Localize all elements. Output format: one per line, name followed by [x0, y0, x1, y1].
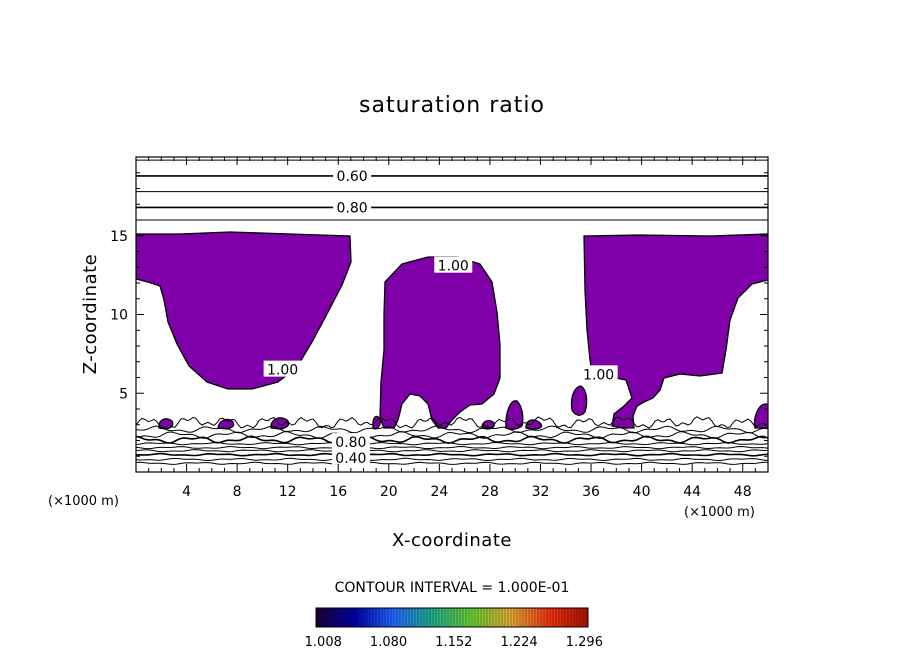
x-tick-label-8: 8: [233, 484, 242, 500]
x-tick-label-32: 32: [532, 484, 550, 500]
x-tick-label-48: 48: [734, 484, 752, 500]
colorbar-stripes: [318, 608, 587, 627]
colorbar-tick-label-1: 1.080: [370, 635, 407, 650]
colorbar: [315, 607, 589, 628]
y-tick-label-15: 15: [110, 229, 128, 245]
region-right: [583, 233, 768, 429]
lower-contour-6: [136, 452, 768, 457]
x-tick-label-44: 44: [683, 484, 701, 500]
contour-label-bg-3: [263, 360, 302, 377]
contour-lines: [136, 159, 768, 465]
x-unit-right: (×1000 m): [684, 505, 755, 520]
blob-8: [570, 385, 588, 416]
contour-label-bg-4: [579, 365, 618, 382]
blob-1: [158, 418, 174, 430]
region-left: [136, 231, 352, 390]
x-tick-label-40: 40: [633, 484, 651, 500]
contour-label-0: 0.60: [337, 169, 368, 185]
x-axis-ticks: 4 8 12 16 20 24 28 32 36 40 44 48: [135, 157, 769, 500]
noisy-contour: [136, 416, 767, 429]
colorbar-tick-label-4: 1.296: [566, 635, 603, 650]
contour-label-2: 1.00: [438, 259, 469, 275]
contour-label-bg-6: [331, 448, 370, 465]
x-tick-label-12: 12: [279, 484, 297, 500]
colorbar-tick-label-0: 1.008: [305, 635, 342, 650]
contour-labels: 0.600.801.001.00 1.000.800.40: [263, 166, 618, 467]
blob-2: [217, 418, 235, 430]
lower-contour-2: [136, 435, 768, 445]
y-axis-ticks: 5 10 15: [110, 156, 768, 473]
lower-contour-8: [136, 461, 768, 465]
lower-contour-1: [136, 431, 768, 440]
x-unit-left: (×1000 m): [48, 494, 119, 509]
lower-contour-0: [136, 425, 768, 434]
supersaturated-regions: [136, 231, 768, 430]
y-axis-title: Z-coordinate: [80, 254, 101, 375]
lower-contour-7: [136, 457, 768, 462]
x-tick-label-24: 24: [430, 484, 448, 500]
colorbar-tick-label-3: 1.224: [500, 635, 537, 650]
blob-4: [372, 415, 381, 430]
contour-label-1: 0.80: [337, 200, 368, 216]
contour-label-3: 1.00: [267, 363, 298, 379]
y-tick-label-5: 5: [119, 386, 128, 402]
contour-label-bg-1: [333, 198, 372, 215]
x-tick-label-36: 36: [582, 484, 600, 500]
blob-6: [505, 400, 524, 430]
x-axis-title: X-coordinate: [392, 530, 512, 551]
contour-label-bg-0: [333, 166, 372, 183]
contour-label-5: 0.80: [335, 435, 366, 451]
x-tick-label-4: 4: [182, 484, 191, 500]
contour-label-4: 1.00: [583, 367, 614, 383]
chart-title: saturation ratio: [359, 93, 545, 118]
contour-label-bg-2: [434, 256, 473, 273]
blob-7: [525, 419, 543, 430]
lower-contour-3: [136, 441, 768, 446]
colorbar-tick-labels: 1.008 1.080 1.152 1.224 1.296: [305, 635, 603, 650]
x-tick-label-28: 28: [481, 484, 499, 500]
lower-contour-4: [136, 445, 768, 450]
y-tick-label-10: 10: [110, 308, 128, 324]
region-center: [379, 256, 501, 429]
x-tick-label-20: 20: [380, 484, 398, 500]
lower-contour-5: [136, 449, 768, 453]
blob-3: [270, 417, 290, 430]
contour-interval-label: CONTOUR INTERVAL = 1.000E-01: [335, 580, 570, 596]
contour-label-6: 0.40: [335, 451, 366, 467]
colorbar-tick-label-2: 1.152: [435, 635, 472, 650]
contour-label-bg-5: [331, 433, 370, 450]
x-tick-label-16: 16: [329, 484, 347, 500]
